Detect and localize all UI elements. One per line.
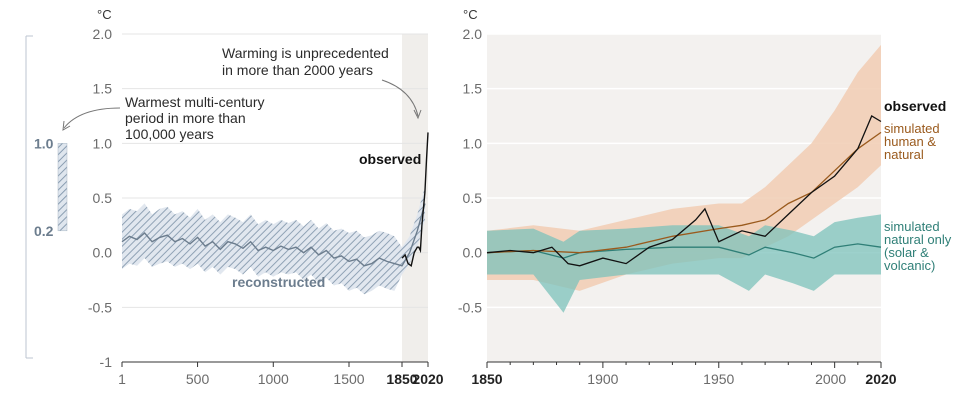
warming-annotation-line1: Warming is unprecedented — [222, 45, 389, 61]
y-tick-label: -0.5 — [88, 299, 112, 315]
x-tick-label: 1850 — [471, 371, 502, 387]
x-tick-label: 1950 — [703, 371, 734, 387]
human-natural-label: simulated — [884, 121, 940, 136]
warmest-annotation-line3: 100,000 years — [125, 126, 214, 142]
highlight-low-label: 0.2 — [34, 223, 54, 239]
reconstructed-band — [122, 187, 425, 295]
x-tick-label: 1 — [118, 371, 126, 387]
warmest-annotation-line2: period in more than — [125, 110, 246, 126]
human-natural-label: natural — [884, 147, 924, 162]
x-tick-label: 500 — [186, 371, 210, 387]
x-tick-label: 1850 — [386, 371, 417, 387]
observed-label: observed — [884, 98, 946, 114]
y-tick-label: 1.5 — [93, 81, 113, 97]
y-tick-label: -0.5 — [458, 299, 482, 315]
reconstructed-label: reconstructed — [232, 274, 325, 290]
reconstructed-line — [121, 203, 426, 267]
y-tick-label: 0.0 — [93, 245, 113, 261]
right-chart: 2.0 1.5 1.0 0.5 0.0 -0.5 °C 1850 1900 1950 2000 202… — [458, 7, 952, 387]
y-unit-label: °C — [97, 7, 112, 22]
y-tick-label: 2.0 — [463, 26, 483, 42]
y-tick-label: 0.0 — [463, 245, 483, 261]
warming-arrow — [381, 79, 419, 117]
observed-line — [486, 115, 882, 267]
y-tick-label: 1.0 — [93, 135, 113, 151]
x-tick-label: 1900 — [587, 371, 618, 387]
y-unit-label: °C — [463, 7, 478, 22]
y-tick-label: 1.0 — [463, 135, 483, 151]
y-tick-label: 2.0 — [93, 26, 113, 42]
human-natural-label: human & — [884, 134, 936, 149]
natural-only-band — [487, 214, 881, 313]
natural-only-label: volcanic) — [884, 258, 935, 273]
observed-label: observed — [359, 151, 421, 167]
warming-arrowhead — [413, 109, 422, 120]
natural-only-label: natural only — [884, 232, 952, 247]
natural-only-line — [486, 243, 882, 259]
x-tick-label: 2020 — [412, 371, 443, 387]
x-tick-label: 1500 — [333, 371, 364, 387]
warmest-annotation-line1: Warmest multi-century — [125, 94, 265, 110]
x-tick-label: 2000 — [815, 371, 846, 387]
natural-only-label: (solar & — [884, 245, 929, 260]
y-tick-label: 0.5 — [93, 190, 113, 206]
y-tick-label: 0.5 — [463, 190, 483, 206]
natural-only-label: simulated — [884, 219, 940, 234]
warmest-period-bar — [57, 143, 68, 232]
observed-line — [401, 132, 429, 267]
human-natural-line — [486, 131, 882, 254]
warmest-arrow — [63, 107, 121, 129]
warmest-arrowhead — [62, 120, 71, 131]
warming-annotation-line2: in more than 2000 years — [222, 62, 373, 78]
x-tick-label: 2020 — [865, 371, 896, 387]
x-tick-label: 1000 — [258, 371, 289, 387]
y-tick-label: -1 — [100, 354, 113, 370]
y-tick-label: 1.5 — [463, 81, 483, 97]
highlight-high-label: 1.0 — [34, 135, 54, 151]
left-chart: 2.01.51.00.50.0-0.5-1°C1 500 1000 1500 18502… — [25, 7, 444, 387]
